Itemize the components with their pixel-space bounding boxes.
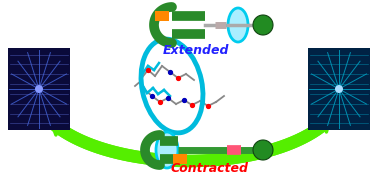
Text: Contracted: Contracted xyxy=(171,161,249,174)
Text: Extended: Extended xyxy=(163,44,229,57)
Ellipse shape xyxy=(156,132,178,168)
Bar xyxy=(173,154,187,164)
Circle shape xyxy=(253,140,273,160)
Ellipse shape xyxy=(228,8,248,42)
Bar xyxy=(308,48,370,130)
Bar xyxy=(155,11,169,21)
Circle shape xyxy=(35,85,43,93)
Bar xyxy=(8,48,70,130)
Circle shape xyxy=(253,15,273,35)
Circle shape xyxy=(335,85,343,93)
